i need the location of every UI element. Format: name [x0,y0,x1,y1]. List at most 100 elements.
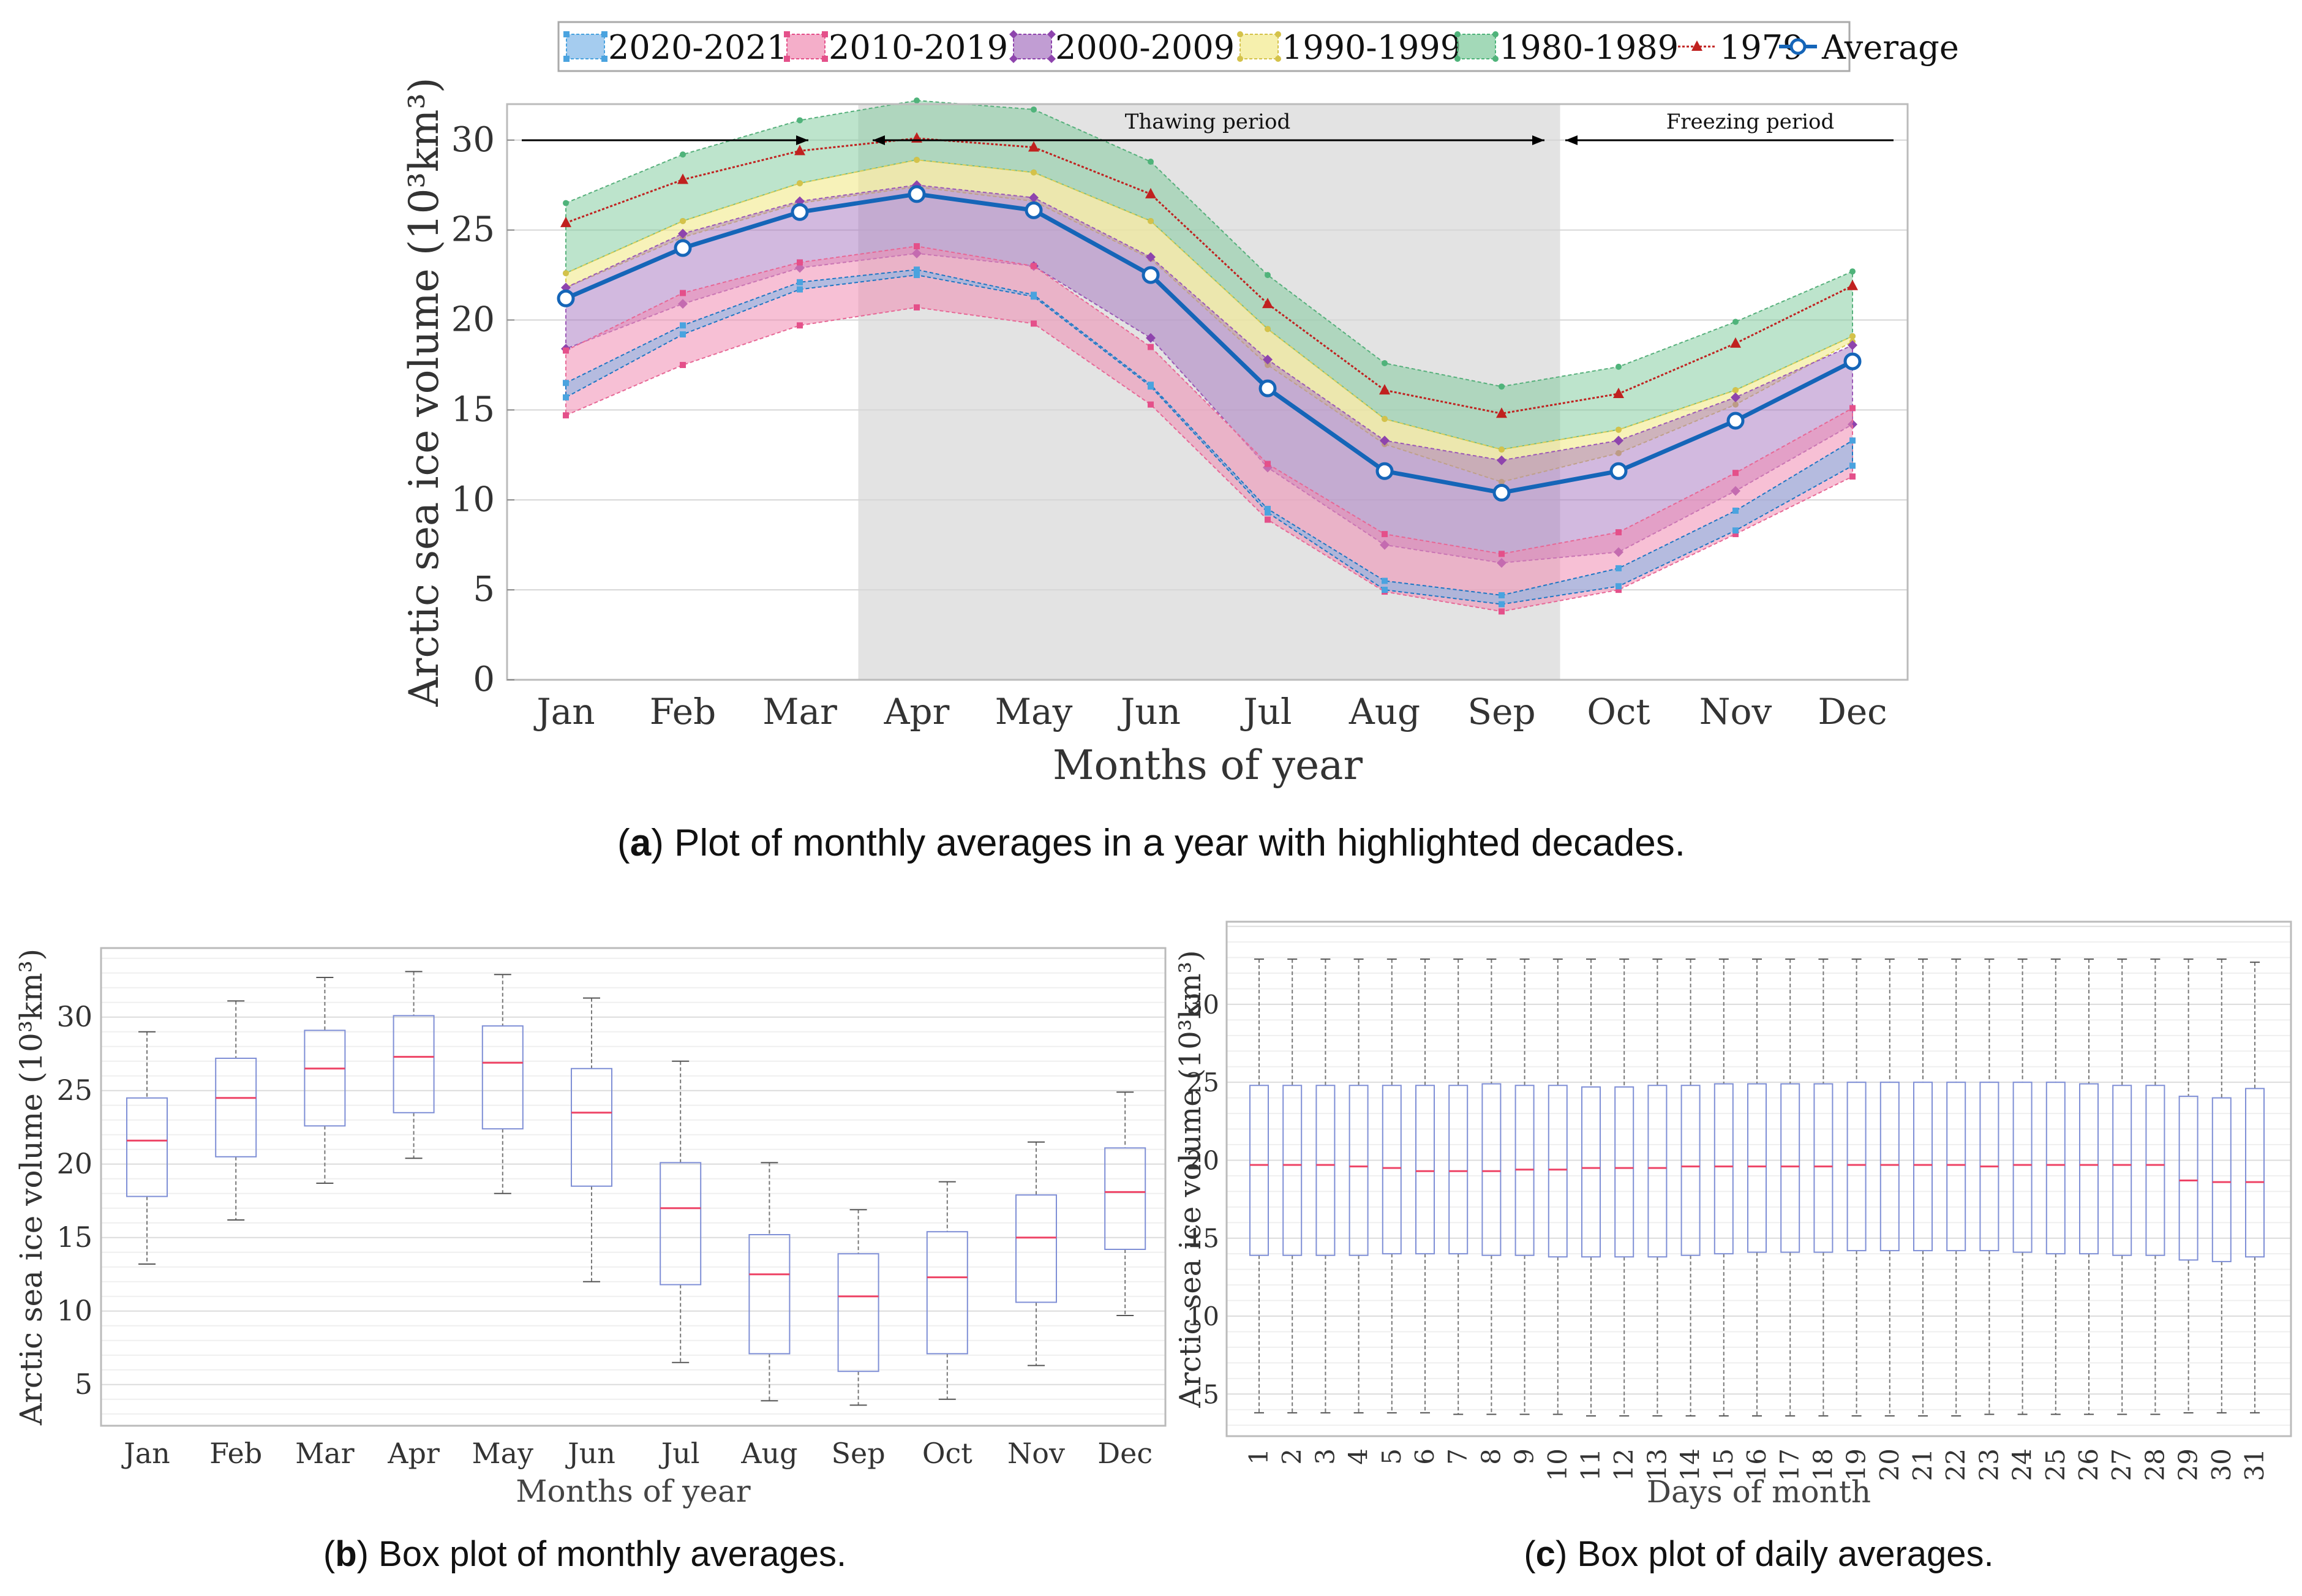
xtick-label: Nov [1007,1437,1065,1470]
band-marker [563,412,569,419]
xtick-label: Nov [1699,691,1772,732]
xtick-label: 18 [1808,1448,1838,1481]
box [481,1025,524,1130]
legend-label: 2000-2009 [1055,28,1235,67]
box [1780,1083,1800,1253]
legend-swatch [786,34,826,59]
plot-frame-b [100,947,1167,1427]
point-1979 [794,145,805,156]
xtick-label: Sep [832,1437,886,1470]
legend-label: 2010-2019 [829,28,1008,67]
band-marker [1265,505,1271,512]
ytick-label: 30 [1187,990,1219,1020]
ytick-label: 15 [1187,1224,1219,1254]
xtick-label: Feb [650,691,717,732]
ytick-label: 25 [1187,1067,1219,1097]
band-marker [1732,470,1739,476]
band-marker [1382,587,1388,593]
panel-c: 1 2 3 4 5 6 7 8 9 10 11 12 13 14 15 16 17 18 19 20 21 22 23 24 2… [1173,920,2292,1510]
box [1913,1082,1933,1252]
label-freezing-period: Freezing period [1666,110,1835,134]
band-marker [797,117,803,124]
xtick-label: 2 [1277,1448,1307,1465]
point-1979 [560,216,571,227]
ytick-label: 25 [451,210,495,250]
legend-marker [1009,30,1018,39]
ytick-label: 5 [75,1368,92,1401]
legend-label: 2020-2021 [608,28,788,67]
xtick-label: 23 [1974,1448,2004,1481]
band-marker [914,97,920,104]
xtick-label: 1 [1244,1448,1274,1465]
band-marker [914,266,920,273]
ytick-label: 30 [56,1000,92,1033]
band-marker [914,157,920,164]
band-marker [1031,263,1037,269]
arrow-thawing-head [1532,135,1544,145]
xtick-label: 11 [1576,1448,1606,1481]
box [1581,1086,1601,1258]
xtick-label: 31 [2240,1448,2270,1481]
band-marker [1148,383,1154,390]
band-marker [1499,601,1505,608]
plot-frame-c [1225,920,2292,1437]
point-1979 [1028,141,1039,152]
band-marker [1499,383,1505,390]
xtick-label: Jun [1118,691,1181,732]
panel-b: Jan Feb Mar Apr May Jun Jul Aug Sep Oct Nov Dec 5 10 1… [13,947,1167,1509]
band-marker [1848,340,1857,350]
box [1448,1085,1469,1255]
band-marker [1265,509,1271,516]
ytick-label: 15 [451,390,495,429]
box [2211,1097,2232,1262]
box [304,1029,346,1127]
box [126,1097,168,1197]
x-axis-title-a: Months of year [1053,742,1363,789]
y-axis-title-a: Arctic sea ice volume (10³km³) [401,77,448,707]
box [571,1067,612,1187]
box [2245,1088,2265,1258]
band-marker [1148,217,1154,224]
band-marker [680,322,686,329]
box [2112,1085,2132,1256]
band-marker [680,331,686,337]
xtick-label: Mar [295,1437,355,1470]
xtick-label: 14 [1676,1448,1706,1481]
caption-c: (c) Box plot of daily averages. [1524,1534,1993,1574]
box [1813,1083,1834,1253]
band-marker [1146,333,1156,343]
legend-marker [1454,56,1461,62]
legend-marker [1009,55,1018,63]
point-average [1492,484,1511,502]
band-marker [797,180,803,187]
caption-b: (b) Box plot of monthly averages. [323,1534,846,1574]
xtick-label: Jul [1240,691,1292,732]
box [837,1253,879,1372]
band-marker [563,270,569,277]
band-marker [1380,435,1390,446]
legend-marker [822,31,828,37]
band-marker [797,279,803,285]
legend-marker [784,56,790,62]
band-marker [1616,363,1622,370]
xtick-label: 26 [2074,1448,2104,1481]
xtick-label: 13 [1642,1448,1672,1481]
band-marker [1849,473,1856,480]
legend-marker [1237,31,1243,37]
x-axis-title-c: Days of month [1647,1474,1871,1510]
line-1979 [565,137,1853,415]
band-marker [1616,565,1622,571]
band-marker [1499,592,1505,598]
band-marker [1849,437,1856,444]
box [660,1162,702,1285]
band-marker [914,304,920,311]
xtick-label: 12 [1609,1448,1639,1481]
band-marker [680,290,686,296]
ytick-label: 25 [56,1074,92,1107]
band-marker [1731,392,1740,402]
legend-swatch [1457,34,1496,59]
band-marker [1382,578,1388,584]
box [1946,1082,1966,1252]
point-1979 [1847,279,1858,290]
y-axis-title-b: Arctic sea ice volume (10³km³) [13,949,49,1426]
